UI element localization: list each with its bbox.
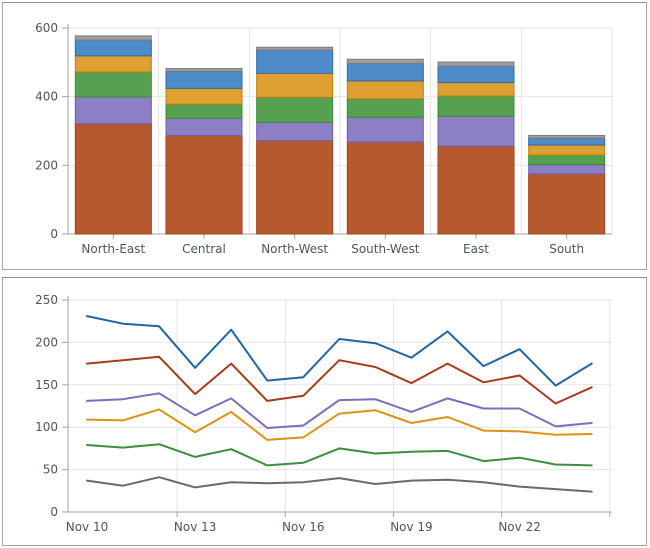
line-series-3-purple[interactable] [86, 392, 593, 429]
x-axis-category-label: South-West [351, 242, 420, 256]
bar-segment-North-West-series-3-green[interactable] [256, 96, 334, 123]
stacked-bar-chart-panel: 0 200 400 600 North-East Central North-West Sou… [2, 2, 647, 270]
x-axis-date-label: Nov 22 [498, 520, 541, 534]
y-axis-tick-label: 0 [50, 505, 58, 519]
y-axis-tick-label: 0 [50, 227, 58, 241]
y-axis-tick-label: 150 [35, 378, 58, 392]
bar-segment-East-series-1-rust[interactable] [437, 145, 515, 235]
bar-segment-East-series-2-purple[interactable] [437, 115, 515, 147]
bar-segment-Central-series-4-orange[interactable] [165, 87, 243, 105]
x-axis-category-label: East [463, 242, 489, 256]
bar-segment-North-West-series-4-orange[interactable] [256, 72, 334, 98]
bar-segment-Central-series-5-blue[interactable] [165, 70, 243, 89]
bar-segment-South-West-series-6-gray[interactable] [346, 58, 424, 64]
x-axis-category-label: North-East [81, 242, 145, 256]
line-series-1-blue[interactable] [86, 315, 593, 387]
bar-segment-South-West-series-5-blue[interactable] [346, 62, 424, 82]
y-axis-tick-label: 200 [35, 158, 58, 172]
bar-segment-South-series-1-rust[interactable] [528, 173, 606, 235]
bar-segment-North-West-series-1-rust[interactable] [256, 140, 334, 235]
line-series-6-gray[interactable] [86, 476, 593, 493]
bar-segment-South-series-3-green[interactable] [528, 154, 606, 166]
y-axis-tick-label: 50 [43, 463, 58, 477]
line-series-5-green[interactable] [86, 443, 593, 467]
bar-segment-South-West-series-4-orange[interactable] [346, 80, 424, 100]
bar-segment-North-East-series-1-rust[interactable] [74, 123, 152, 235]
bar-segment-North-West-series-5-blue[interactable] [256, 49, 334, 74]
stacked-bar-chart: 0 200 400 600 North-East Central North-West Sou… [35, 21, 613, 256]
bar-segment-South-series-2-purple[interactable] [528, 164, 606, 175]
bar-segment-North-East-series-4-orange[interactable] [74, 55, 152, 73]
bar-segment-North-West-series-6-gray[interactable] [256, 46, 334, 51]
bar-segment-East-series-6-gray[interactable] [437, 61, 515, 67]
y-axis-tick-label: 400 [35, 90, 58, 104]
bar-segment-South-series-6-gray[interactable] [528, 134, 606, 139]
bar-segment-East-series-4-orange[interactable] [437, 82, 515, 97]
bar-segment-Central-series-6-gray[interactable] [165, 68, 243, 72]
y-axis-tick-label: 100 [35, 420, 58, 434]
x-axis-date-label: Nov 19 [390, 520, 433, 534]
y-axis-tick-label: 250 [35, 293, 58, 307]
bar-segment-North-East-series-5-blue[interactable] [74, 39, 152, 57]
x-axis-category-label: North-West [261, 242, 328, 256]
y-axis-tick-label: 600 [35, 21, 58, 35]
y-axis-tick-label: 200 [35, 335, 58, 349]
line-chart: 0 50 100 150 200 250 Nov 10 Nov 13 Nov 16 Nov 19 N… [35, 293, 612, 534]
x-axis-date-label: Nov 13 [174, 520, 217, 534]
line-series-4-orange[interactable] [86, 408, 593, 441]
x-axis-date-label: Nov 10 [66, 520, 109, 534]
bar-segment-South-series-5-blue[interactable] [528, 137, 606, 146]
bar-segment-South-West-series-2-purple[interactable] [346, 116, 424, 143]
bar-segment-Central-series-2-purple[interactable] [165, 117, 243, 136]
line-series-2-red[interactable] [86, 355, 593, 405]
x-axis-category-label: South [549, 242, 584, 256]
bar-segment-East-series-3-green[interactable] [437, 95, 515, 117]
x-axis-category-label: Central [182, 242, 226, 256]
bar-segment-South-West-series-1-rust[interactable] [346, 141, 424, 235]
bar-segment-Central-series-1-rust[interactable] [165, 134, 243, 235]
bar-segment-North-West-series-2-purple[interactable] [256, 121, 334, 142]
bar-segment-North-East-series-2-purple[interactable] [74, 96, 152, 125]
x-axis-date-label: Nov 16 [282, 520, 325, 534]
bar-segment-South-West-series-3-green[interactable] [346, 98, 424, 118]
line-chart-panel: 0 50 100 150 200 250 Nov 10 Nov 13 Nov 16 Nov 19 N… [2, 277, 647, 546]
bar-segment-North-East-series-3-green[interactable] [74, 71, 152, 98]
bar-segment-North-East-series-6-gray[interactable] [74, 35, 152, 41]
bar-segment-Central-series-3-green[interactable] [165, 103, 243, 119]
bar-segment-East-series-5-blue[interactable] [437, 65, 515, 84]
bar-segment-South-series-4-orange[interactable] [528, 144, 606, 156]
